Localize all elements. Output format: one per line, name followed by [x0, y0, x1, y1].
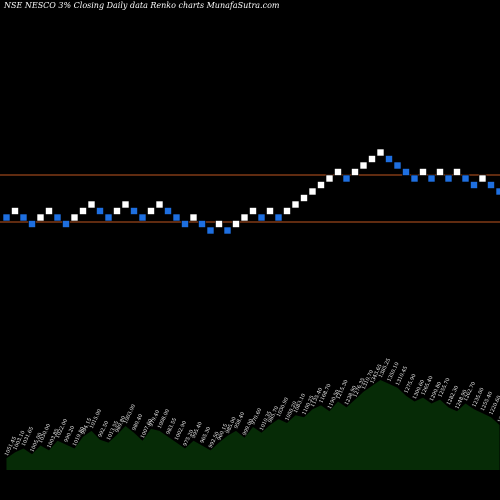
renko-brick-down: [393, 161, 402, 170]
renko-brick-up: [189, 213, 198, 222]
renko-brick-down: [223, 226, 232, 235]
volume-label: 1220.60: [488, 395, 500, 416]
renko-brick-down: [410, 174, 419, 183]
renko-brick-down: [172, 213, 181, 222]
renko-brick-down: [487, 181, 495, 189]
renko-brick-up: [249, 207, 257, 215]
renko-brick-down: [164, 207, 172, 215]
renko-brick-up: [291, 200, 300, 209]
renko-brick-up: [79, 207, 87, 215]
renko-brick-up: [376, 148, 385, 157]
renko-brick-down: [96, 207, 104, 215]
renko-brick-up: [266, 207, 274, 215]
renko-brick-up: [351, 168, 359, 176]
renko-brick-down: [402, 168, 410, 176]
renko-brick-down: [342, 174, 351, 183]
renko-brick-down: [470, 181, 478, 189]
renko-brick-up: [359, 161, 368, 170]
renko-brick-down: [104, 213, 113, 222]
renko-brick-up: [113, 207, 121, 215]
renko-brick-down: [53, 213, 62, 222]
renko-brick-down: [206, 226, 215, 235]
renko-brick-up: [300, 194, 308, 202]
renko-brick-up: [87, 200, 96, 209]
renko-brick-down: [28, 220, 36, 228]
renko-brick-up: [215, 220, 223, 228]
renko-brick-down: [181, 220, 189, 228]
renko-brick-up: [36, 213, 45, 222]
renko-brick-up: [453, 168, 461, 176]
renko-brick-down: [198, 220, 206, 228]
renko-brick-down: [385, 155, 393, 163]
renko-brick-down: [461, 174, 470, 183]
renko-brick-down: [427, 174, 436, 183]
renko-brick-down: [2, 213, 11, 222]
renko-brick-up: [70, 213, 79, 222]
renko-brick-up: [436, 168, 444, 176]
renko-brick-up: [478, 174, 487, 183]
renko-brick-up: [155, 200, 164, 209]
renko-brick-up: [283, 207, 291, 215]
renko-brick-down: [130, 207, 138, 215]
renko-bricks: [2, 148, 500, 235]
renko-brick-down: [257, 213, 266, 222]
renko-brick-up: [368, 155, 376, 163]
renko-brick-up: [419, 168, 427, 176]
renko-brick-up: [147, 207, 155, 215]
renko-brick-up: [334, 168, 342, 176]
renko-brick-down: [444, 174, 453, 183]
renko-brick-down: [19, 213, 28, 222]
renko-brick-down: [138, 213, 147, 222]
chart-title: NSE NESCO 3% Closing Daily data Renko ch…: [3, 1, 280, 10]
renko-brick-up: [121, 200, 130, 209]
renko-brick-up: [11, 207, 19, 215]
renko-brick-up: [325, 174, 334, 183]
volume-series: [6, 380, 500, 470]
volume-area: [6, 380, 500, 470]
renko-brick-up: [317, 181, 325, 189]
renko-brick-down: [62, 220, 70, 228]
renko-brick-up: [308, 187, 317, 196]
renko-brick-up: [232, 220, 240, 228]
renko-brick-down: [274, 213, 283, 222]
renko-brick-up: [240, 213, 249, 222]
renko-brick-down: [495, 187, 500, 196]
renko-brick-up: [45, 207, 53, 215]
